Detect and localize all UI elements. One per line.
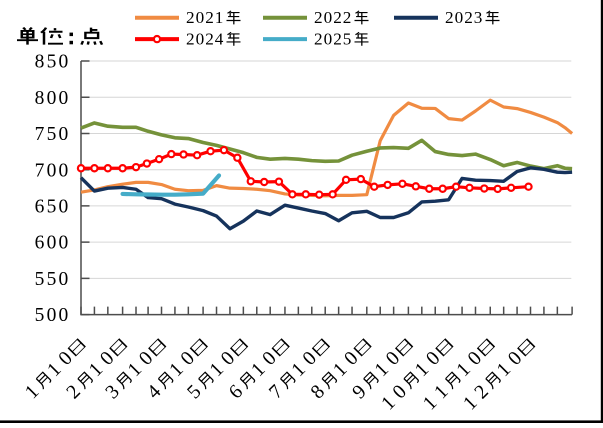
svg-text:550: 550 (35, 269, 71, 290)
svg-text:700: 700 (35, 160, 71, 181)
svg-text:500: 500 (35, 305, 71, 326)
svg-text:2024: 2024 (186, 30, 224, 49)
svg-text:2022: 2022 (314, 8, 352, 27)
svg-text:750: 750 (35, 124, 71, 145)
svg-text:2021: 2021 (186, 8, 224, 27)
svg-text:800: 800 (35, 88, 71, 109)
svg-text:850: 850 (35, 52, 71, 73)
svg-text:2025: 2025 (314, 30, 352, 49)
svg-text:2023: 2023 (445, 8, 483, 27)
svg-text:650: 650 (35, 197, 71, 218)
svg-text:600: 600 (35, 233, 71, 254)
